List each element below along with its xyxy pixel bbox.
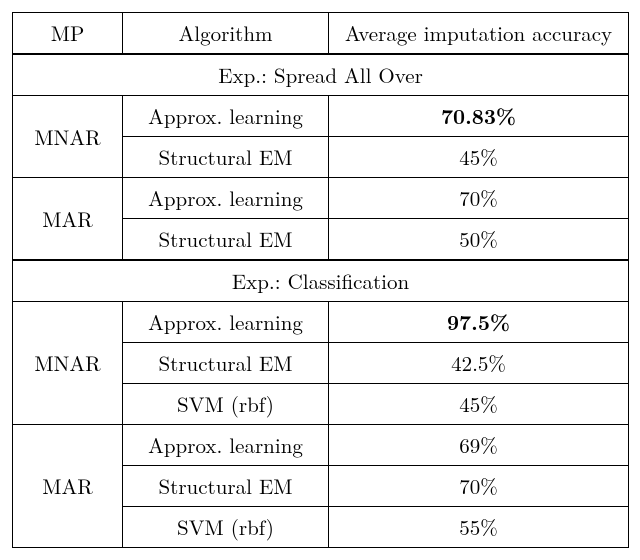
- section-header-row: Exp.: Classification: [13, 260, 629, 302]
- accuracy-cell: 45%: [329, 384, 629, 425]
- col-header-algorithm: Algorithm: [123, 13, 329, 55]
- algorithm-cell: Approx. learning: [123, 302, 329, 343]
- accuracy-cell: 55%: [329, 507, 629, 548]
- algorithm-cell: Approx. learning: [123, 425, 329, 466]
- accuracy-cell: 50%: [329, 219, 629, 261]
- results-table: MP Algorithm Average imputation accuracy…: [12, 12, 629, 548]
- section-header-row: Exp.: Spread All Over: [13, 54, 629, 96]
- accuracy-cell: 97.5%: [329, 302, 629, 343]
- algorithm-cell: Approx. learning: [123, 96, 329, 137]
- mp-cell: MAR: [13, 178, 123, 261]
- section-title: Exp.: Classification: [13, 260, 629, 302]
- algorithm-cell: Structural EM: [123, 137, 329, 178]
- table-row: MNAR Approx. learning 97.5%: [13, 302, 629, 343]
- algorithm-cell: SVM (rbf): [123, 507, 329, 548]
- accuracy-cell: 42.5%: [329, 343, 629, 384]
- accuracy-cell: 69%: [329, 425, 629, 466]
- mp-cell: MAR: [13, 425, 123, 548]
- mp-cell: MNAR: [13, 302, 123, 425]
- table-header-row: MP Algorithm Average imputation accuracy: [13, 13, 629, 55]
- algorithm-cell: SVM (rbf): [123, 384, 329, 425]
- table-row: MAR Approx. learning 69%: [13, 425, 629, 466]
- col-header-mp: MP: [13, 13, 123, 55]
- table-row: MAR Approx. learning 70%: [13, 178, 629, 219]
- accuracy-cell: 70%: [329, 466, 629, 507]
- accuracy-cell: 45%: [329, 137, 629, 178]
- table-row: MNAR Approx. learning 70.83%: [13, 96, 629, 137]
- algorithm-cell: Structural EM: [123, 343, 329, 384]
- algorithm-cell: Structural EM: [123, 466, 329, 507]
- algorithm-cell: Approx. learning: [123, 178, 329, 219]
- mp-cell: MNAR: [13, 96, 123, 178]
- algorithm-cell: Structural EM: [123, 219, 329, 261]
- col-header-accuracy: Average imputation accuracy: [329, 13, 629, 55]
- accuracy-cell: 70%: [329, 178, 629, 219]
- accuracy-cell: 70.83%: [329, 96, 629, 137]
- section-title: Exp.: Spread All Over: [13, 54, 629, 96]
